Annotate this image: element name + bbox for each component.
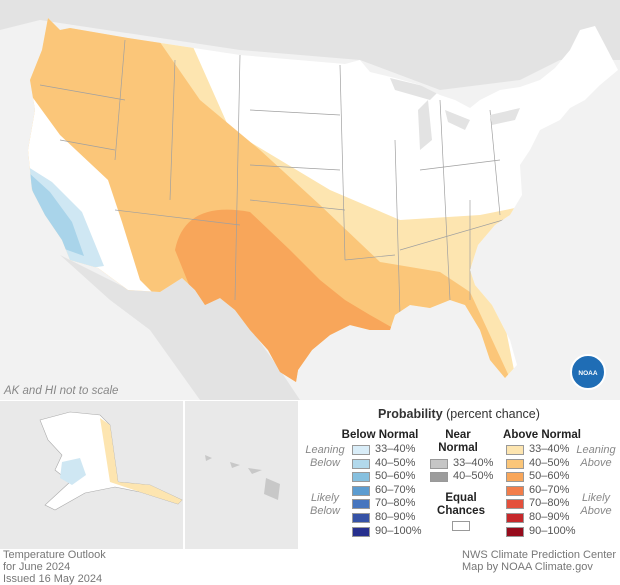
above-swatch <box>506 485 524 496</box>
state-lines <box>39 39 521 316</box>
noaa-logo-text: NOAA <box>578 370 597 377</box>
likely-below: Likely Below <box>310 492 340 517</box>
above-label: 50–60% <box>529 470 570 483</box>
above-swatch <box>506 526 524 537</box>
canada <box>0 0 620 90</box>
above-label: 40–50% <box>529 456 570 469</box>
above-label: 33–40% <box>529 443 570 455</box>
mexico <box>60 255 300 400</box>
above-label: 90–100% <box>529 524 576 537</box>
below-swatch <box>352 526 370 537</box>
above-swatch <box>506 445 524 455</box>
below-swatch <box>352 445 370 455</box>
above-heading: Above Normal <box>503 429 581 441</box>
legend-subtitle: (percent chance) <box>446 407 540 421</box>
near-label: 40–50% <box>453 470 494 483</box>
legend-title: Probability <box>378 407 443 421</box>
above-label: 60–70% <box>529 483 570 496</box>
below-heading: Below Normal <box>341 429 419 441</box>
above-label: 70–80% <box>529 497 570 510</box>
below-label: 90–100% <box>375 524 422 537</box>
below-swatch <box>352 458 370 469</box>
zone-below-40 <box>28 172 84 256</box>
above-swatch <box>506 499 524 510</box>
below-label: 70–80% <box>375 497 416 510</box>
below-label: 40–50% <box>375 456 416 469</box>
below-swatch <box>352 472 370 483</box>
footer-line: for June 2024 <box>3 561 71 573</box>
below-swatch <box>352 513 370 523</box>
near-swatch <box>430 458 448 469</box>
equal-swatch <box>452 521 470 531</box>
footer-line: Map by NOAA Climate.gov <box>462 561 593 573</box>
noaa-logo <box>570 354 606 390</box>
footer-line: Temperature Outlook <box>3 549 106 561</box>
below-label: 50–60% <box>375 470 416 483</box>
footer-line: Issued 16 May 2024 <box>3 573 103 585</box>
alaska-above <box>100 418 182 504</box>
above-swatch <box>506 513 524 523</box>
alaska-below <box>60 458 86 485</box>
below-label: 33–40% <box>375 443 416 455</box>
below-label: 60–70% <box>375 483 416 496</box>
near-swatch <box>430 472 448 483</box>
above-swatch <box>506 458 524 469</box>
footer-line: NWS Climate Prediction Center <box>462 549 617 561</box>
likely-above: Likely Above <box>580 492 612 517</box>
map-note: AK and HI not to scale <box>3 385 118 397</box>
near-heading: Near Normal <box>438 429 478 454</box>
below-label: 80–90% <box>375 511 416 523</box>
footer-left: Temperature Outlook for June 2024 Issued 1… <box>3 549 106 585</box>
leaning-below: Leaning Below <box>305 444 345 469</box>
above-swatch <box>506 472 524 483</box>
footer-right: NWS Climate Prediction Center Map by NOAA… <box>462 549 616 573</box>
equal-heading: Equal Chances <box>437 492 485 517</box>
below-swatch <box>352 485 370 496</box>
near-label: 33–40% <box>453 456 494 469</box>
leaning-above: Leaning Above <box>576 444 616 469</box>
hawaii <box>205 455 280 500</box>
great-lakes <box>390 78 520 150</box>
legend-heading: Probability (percent chance) <box>298 408 620 421</box>
above-label: 80–90% <box>529 511 570 523</box>
below-swatch <box>352 499 370 510</box>
